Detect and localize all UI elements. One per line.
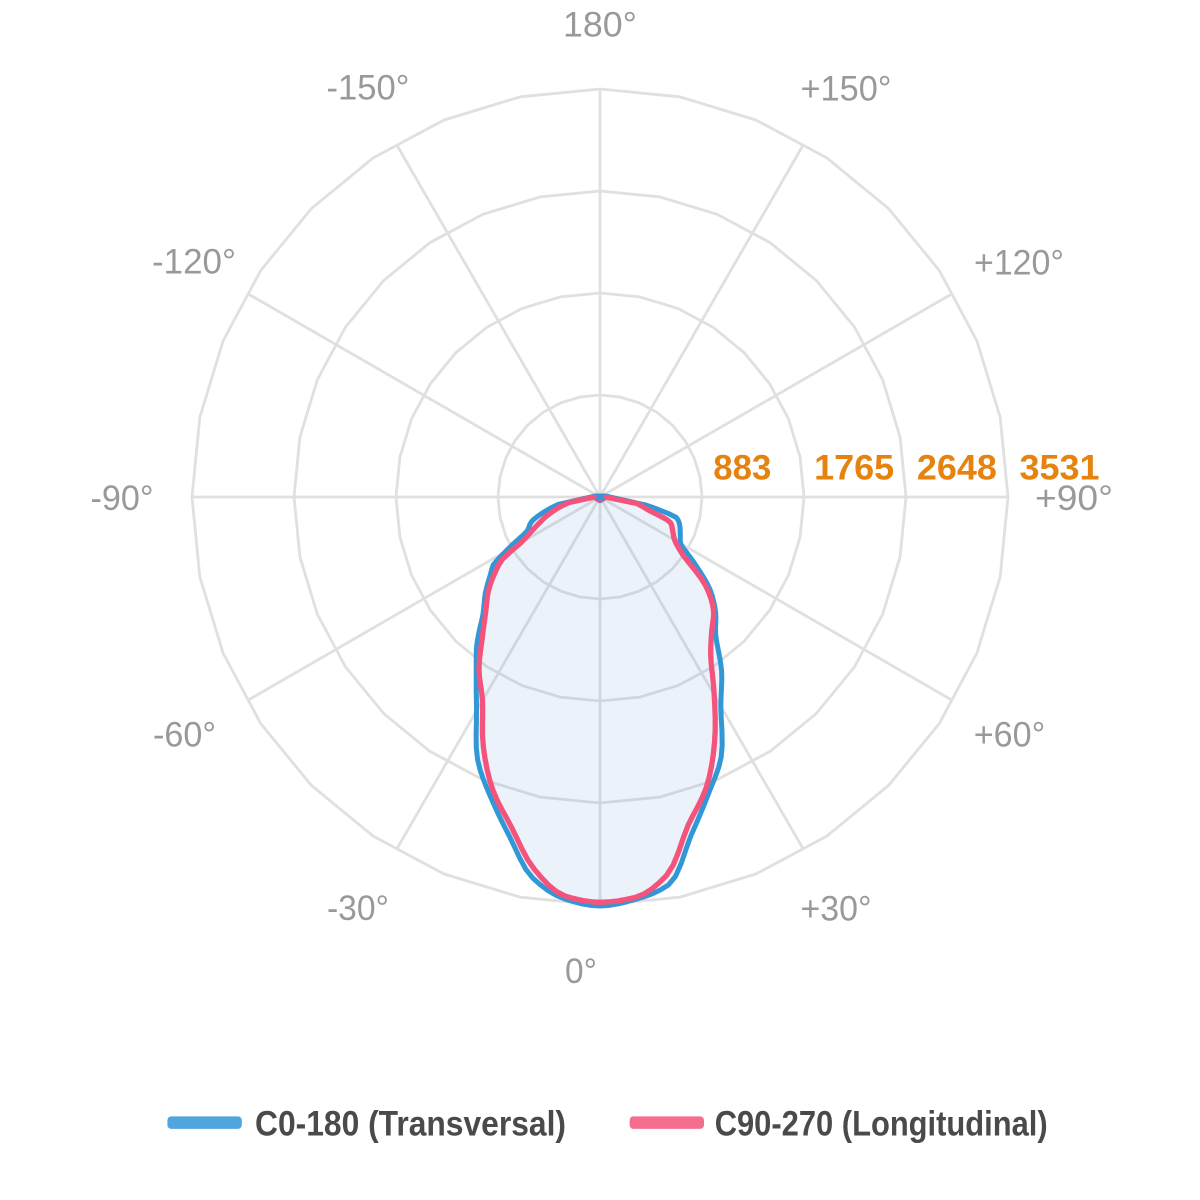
svg-text:+120°: +120° <box>974 243 1064 282</box>
svg-text:0°: 0° <box>565 952 597 991</box>
svg-text:2648: 2648 <box>917 449 997 488</box>
svg-text:-90°: -90° <box>91 479 154 518</box>
svg-text:-150°: -150° <box>327 68 410 107</box>
svg-text:180°: 180° <box>563 5 637 44</box>
svg-text:-30°: -30° <box>327 889 389 928</box>
svg-text:+60°: +60° <box>974 715 1046 754</box>
svg-text:+150°: +150° <box>801 69 892 108</box>
svg-text:3531: 3531 <box>1020 449 1100 488</box>
svg-text:-60°: -60° <box>153 715 216 754</box>
svg-text:C90-270 (Longitudinal): C90-270 (Longitudinal) <box>715 1105 1048 1144</box>
svg-text:1765: 1765 <box>814 449 894 488</box>
svg-text:-120°: -120° <box>152 242 236 281</box>
svg-text:+30°: +30° <box>801 889 872 928</box>
svg-text:C0-180 (Transversal): C0-180 (Transversal) <box>255 1105 566 1144</box>
svg-text:883: 883 <box>713 449 771 488</box>
svg-text:+90°: +90° <box>1035 479 1113 518</box>
